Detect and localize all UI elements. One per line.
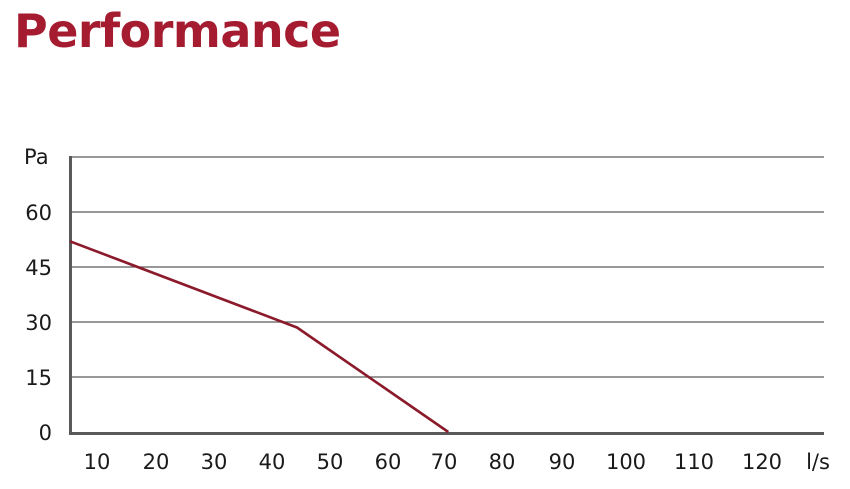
y-unit-label: Pa	[24, 145, 49, 169]
x-tick-60: 60	[375, 450, 402, 474]
y-tick-0: 0	[39, 421, 52, 445]
x-axis-labels: 10 20 30 40 50 60 70 80 90 100 110 120 l…	[84, 450, 830, 474]
x-tick-70: 70	[431, 450, 458, 474]
x-tick-80: 80	[489, 450, 516, 474]
x-tick-30: 30	[201, 450, 228, 474]
y-axis-labels: Pa 60 45 30 15 0	[24, 145, 52, 445]
x-tick-20: 20	[143, 450, 170, 474]
performance-curve	[69, 240, 450, 434]
y-tick-30: 30	[25, 311, 52, 335]
x-tick-120: 120	[742, 450, 782, 474]
x-tick-100: 100	[606, 450, 646, 474]
y-tick-15: 15	[25, 366, 52, 390]
gridlines	[70, 156, 824, 378]
x-unit-label: l/s	[806, 450, 830, 474]
x-tick-110: 110	[674, 450, 714, 474]
chart-title: Performance	[14, 4, 341, 58]
x-tick-10: 10	[84, 450, 111, 474]
x-tick-40: 40	[259, 450, 286, 474]
x-tick-90: 90	[549, 450, 576, 474]
y-tick-60: 60	[25, 201, 52, 225]
x-tick-50: 50	[317, 450, 344, 474]
y-tick-45: 45	[25, 256, 52, 280]
